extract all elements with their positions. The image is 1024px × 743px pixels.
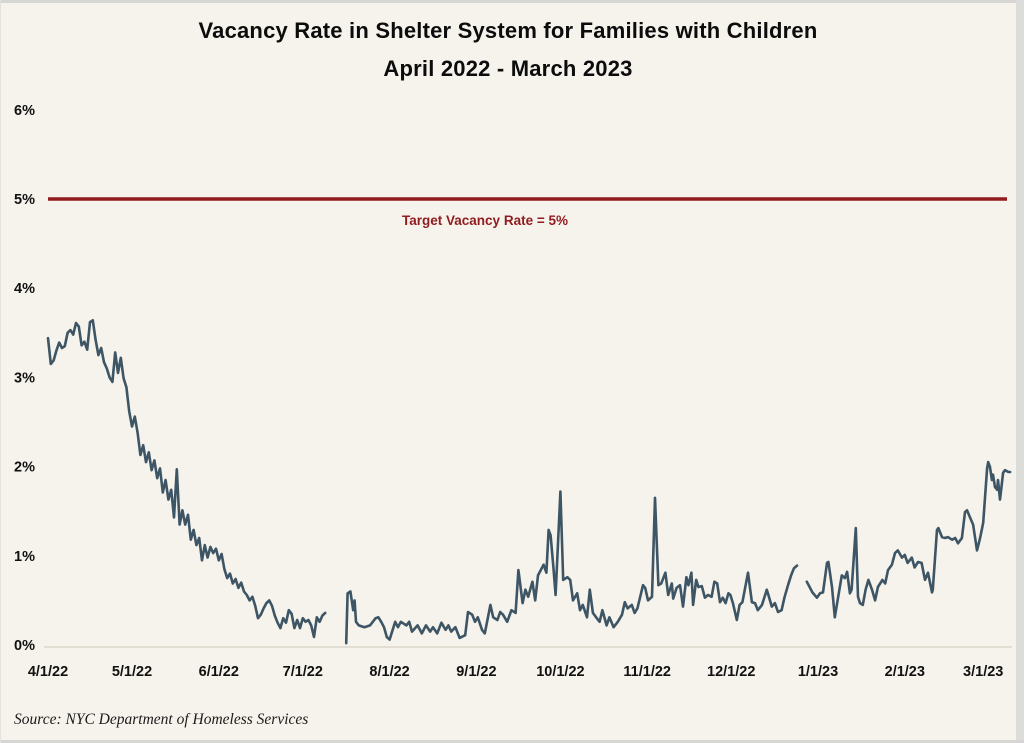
y-tick-label: 6%: [14, 103, 35, 119]
x-tick-label: 5/1/22: [112, 664, 152, 680]
x-tick-label: 11/1/22: [623, 664, 671, 680]
x-tick-label: 10/1/22: [536, 664, 584, 680]
x-tick-label: 9/1/22: [456, 664, 496, 680]
vacancy-rate-line: [344, 490, 799, 645]
window-edge-left: [0, 0, 1, 743]
x-tick-label: 6/1/22: [199, 664, 239, 680]
x-tick-label: 2/1/23: [885, 664, 925, 680]
y-tick-label: 2%: [14, 460, 35, 476]
y-tick-label: 1%: [14, 549, 35, 565]
window-edge-right: [1016, 0, 1024, 743]
x-tick-label: 1/1/23: [798, 664, 838, 680]
y-tick-label: 5%: [14, 192, 35, 208]
source-note: Source: NYC Department of Homeless Servi…: [14, 711, 309, 728]
x-tick-label: 4/1/22: [28, 664, 68, 680]
vacancy-rate-line: [46, 319, 327, 639]
y-tick-label: 0%: [14, 638, 35, 654]
x-tick-label: 8/1/22: [369, 664, 409, 680]
window-edge-top: [0, 0, 1024, 3]
x-tick-label: 3/1/23: [963, 664, 1003, 680]
vacancy-rate-line: [805, 460, 1012, 619]
x-tick-label: 7/1/22: [283, 664, 323, 680]
y-tick-label: 4%: [14, 281, 35, 297]
y-tick-label: 3%: [14, 370, 35, 386]
target-line-label: Target Vacancy Rate = 5%: [402, 213, 568, 228]
chart-subtitle: April 2022 - March 2023: [383, 56, 633, 81]
chart-title: Vacancy Rate in Shelter System for Famil…: [198, 18, 818, 43]
window-edge-bottom: [0, 740, 1024, 743]
x-tick-label: 12/1/22: [707, 664, 755, 680]
